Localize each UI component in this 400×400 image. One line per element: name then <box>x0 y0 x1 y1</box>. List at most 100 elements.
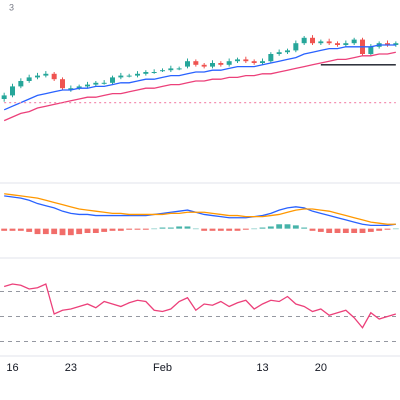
candle-body <box>393 43 399 45</box>
candle-body <box>368 46 374 54</box>
candle-body <box>135 73 140 76</box>
histogram-bar <box>209 228 216 231</box>
histogram-bar <box>317 228 324 232</box>
candle-body <box>226 61 232 65</box>
histogram-bar <box>76 228 83 235</box>
candle-body <box>318 41 324 44</box>
candle-body <box>76 86 82 89</box>
histogram-bar <box>1 228 8 231</box>
candle-body <box>18 81 24 87</box>
candle-body <box>101 82 107 84</box>
histogram-bar <box>151 228 158 230</box>
histogram-bar <box>67 228 74 236</box>
candle-body <box>176 68 182 70</box>
indicator-line <box>4 193 396 225</box>
histogram-bar <box>309 228 316 231</box>
histogram-bar <box>9 228 16 231</box>
histogram-bar <box>226 228 233 231</box>
histogram-bar <box>101 228 108 232</box>
candle-body <box>293 43 299 51</box>
candle-body <box>251 61 257 63</box>
candle-body <box>168 68 174 71</box>
histogram-bar <box>267 226 274 229</box>
candle-body <box>43 73 49 76</box>
histogram-bar <box>42 228 49 235</box>
histogram-bar <box>251 228 258 230</box>
histogram-bar <box>142 228 149 230</box>
histogram-bar <box>384 228 391 230</box>
x-tick-label: Feb <box>153 362 172 374</box>
candle-body <box>276 52 282 54</box>
indicator-line <box>4 195 396 227</box>
histogram-bar <box>84 228 91 233</box>
histogram-bar <box>284 224 291 229</box>
indicator-line <box>3 51 396 122</box>
histogram-bar <box>167 227 174 229</box>
histogram-bar <box>276 224 283 229</box>
candle-body <box>218 63 224 65</box>
histogram-bar <box>376 228 383 231</box>
x-tick-label: 16 <box>6 362 18 374</box>
candle-body <box>68 88 74 90</box>
candle-body <box>151 72 157 73</box>
histogram-bar <box>351 228 358 233</box>
candle-body <box>201 64 207 67</box>
candle-body <box>1 95 7 99</box>
histogram-bar <box>392 228 399 230</box>
histogram-bar <box>59 228 66 236</box>
candle-body <box>243 59 249 62</box>
histogram-bar <box>301 227 308 229</box>
histogram-bar <box>117 228 124 231</box>
histogram-bar <box>242 228 249 230</box>
histogram-bar <box>26 228 33 232</box>
candle-body <box>268 54 274 62</box>
candle-body <box>335 43 340 45</box>
candle-body <box>235 59 240 62</box>
x-tick-label: 20 <box>315 362 327 374</box>
candle-body <box>160 70 165 72</box>
candle-body <box>51 73 57 80</box>
histogram-bar <box>192 228 199 230</box>
candle-body <box>343 43 349 45</box>
candle-body <box>210 63 215 67</box>
histogram-bar <box>367 228 374 232</box>
histogram-bar <box>334 228 341 233</box>
histogram-bar <box>342 228 349 233</box>
histogram-bar <box>359 228 366 233</box>
candle-body <box>35 75 40 78</box>
x-tick-label: 23 <box>65 362 77 374</box>
candle-body <box>301 37 307 44</box>
histogram-bar <box>126 228 133 230</box>
candle-body <box>385 43 390 45</box>
candle-body <box>93 82 99 85</box>
histogram-bar <box>17 228 24 231</box>
histogram-bar <box>292 225 299 229</box>
header-text: 3 <box>9 2 14 12</box>
histogram-bar <box>259 227 266 229</box>
indicator-line <box>3 283 397 329</box>
candle-body <box>285 50 290 53</box>
histogram-bar <box>201 228 208 231</box>
candle-body <box>143 72 149 74</box>
candle-body <box>10 86 15 96</box>
histogram-bar <box>92 228 99 233</box>
indicator-line <box>3 44 396 111</box>
candle-body <box>185 61 190 67</box>
histogram-bar <box>176 226 183 229</box>
candle-body <box>193 61 199 65</box>
candle-body <box>85 84 90 87</box>
histogram-bar <box>34 228 41 235</box>
candle-body <box>351 39 357 44</box>
histogram-bar <box>184 226 191 229</box>
candle-body <box>26 77 32 81</box>
candle-body <box>110 77 115 83</box>
histogram-bar <box>159 227 166 229</box>
candle-body <box>126 75 132 77</box>
histogram-bar <box>217 228 224 231</box>
candle-body <box>310 37 315 44</box>
candle-body <box>60 79 65 89</box>
histogram-bar <box>326 228 333 233</box>
